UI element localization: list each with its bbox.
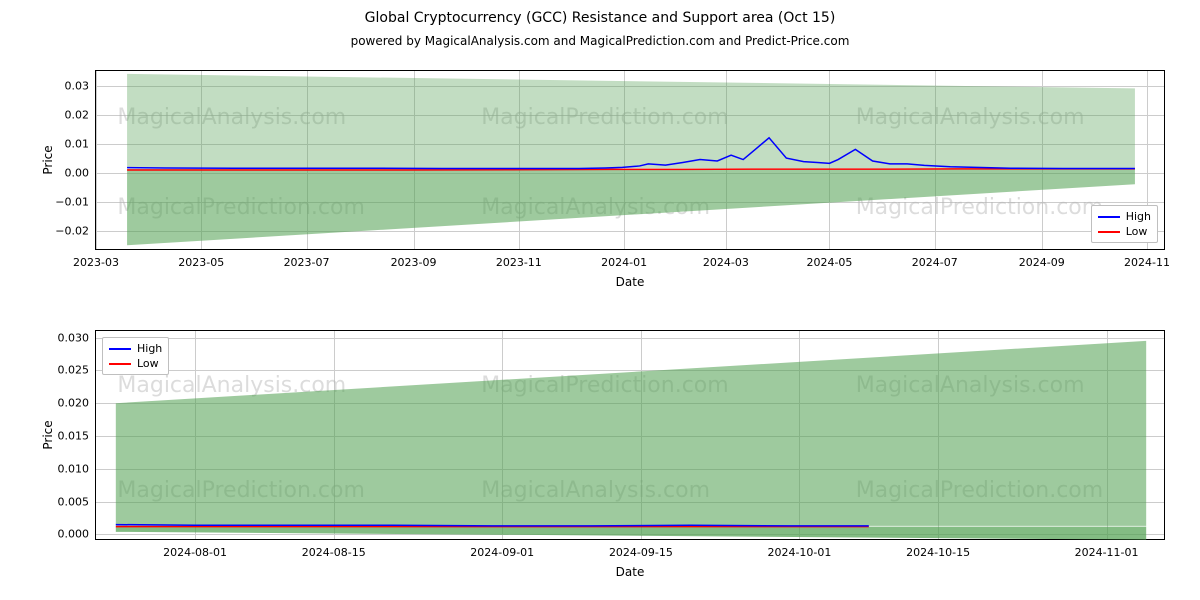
ytick-label: 0.005 bbox=[58, 495, 97, 508]
ytick-label: 0.00 bbox=[65, 166, 97, 179]
bottom-chart-canvas bbox=[96, 331, 1164, 539]
ytick-label: −0.01 bbox=[55, 195, 96, 208]
legend-item-low: Low bbox=[1098, 224, 1151, 239]
xtick-label: 2023-07 bbox=[284, 249, 330, 269]
legend-item-low: Low bbox=[109, 356, 162, 371]
xtick-label: 2024-05 bbox=[806, 249, 852, 269]
bottom-legend: High Low bbox=[102, 337, 169, 375]
ytick-label: −0.02 bbox=[55, 224, 96, 237]
ytick-label: 0.010 bbox=[58, 462, 97, 475]
xtick-label: 2024-09-15 bbox=[609, 539, 673, 559]
chart-subtitle: powered by MagicalAnalysis.com and Magic… bbox=[0, 34, 1200, 48]
ytick-label: 0.025 bbox=[58, 364, 97, 377]
xtick-label: 2024-10-01 bbox=[767, 539, 831, 559]
xtick-label: 2023-11 bbox=[496, 249, 542, 269]
xtick-label: 2024-07 bbox=[912, 249, 958, 269]
xtick-label: 2024-09 bbox=[1019, 249, 1065, 269]
xtick-label: 2024-11 bbox=[1124, 249, 1170, 269]
top-chart-canvas bbox=[96, 71, 1164, 249]
legend-label-low: Low bbox=[1126, 224, 1148, 239]
xtick-label: 2023-09 bbox=[391, 249, 437, 269]
xtick-label: 2023-05 bbox=[178, 249, 224, 269]
ytick-label: 0.03 bbox=[65, 79, 97, 92]
legend-label-high: High bbox=[1126, 209, 1151, 224]
top-chart: Price Date −0.02−0.010.000.010.020.03202… bbox=[95, 70, 1165, 250]
xtick-label: 2024-09-01 bbox=[470, 539, 534, 559]
ytick-label: 0.020 bbox=[58, 397, 97, 410]
xtick-label: 2024-08-15 bbox=[302, 539, 366, 559]
ytick-label: 0.02 bbox=[65, 108, 97, 121]
bottom-ylabel: Price bbox=[41, 420, 55, 449]
top-legend: High Low bbox=[1091, 205, 1158, 243]
top-ylabel: Price bbox=[41, 145, 55, 174]
xtick-label: 2023-03 bbox=[73, 249, 119, 269]
ytick-label: 0.000 bbox=[58, 528, 97, 541]
legend-swatch-high bbox=[109, 348, 131, 350]
xtick-label: 2024-01 bbox=[601, 249, 647, 269]
legend-item-high: High bbox=[109, 341, 162, 356]
chart-title: Global Cryptocurrency (GCC) Resistance a… bbox=[0, 10, 1200, 26]
ytick-label: 0.015 bbox=[58, 430, 97, 443]
ytick-label: 0.01 bbox=[65, 137, 97, 150]
ytick-label: 0.030 bbox=[58, 331, 97, 344]
legend-label-low: Low bbox=[137, 356, 159, 371]
xtick-label: 2024-11-01 bbox=[1075, 539, 1139, 559]
legend-swatch-low bbox=[1098, 231, 1120, 233]
xtick-label: 2024-08-01 bbox=[163, 539, 227, 559]
legend-label-high: High bbox=[137, 341, 162, 356]
legend-swatch-low bbox=[109, 363, 131, 365]
bottom-chart: Price Date 0.0000.0050.0100.0150.0200.02… bbox=[95, 330, 1165, 540]
legend-item-high: High bbox=[1098, 209, 1151, 224]
xtick-label: 2024-10-15 bbox=[906, 539, 970, 559]
xtick-label: 2024-03 bbox=[703, 249, 749, 269]
legend-swatch-high bbox=[1098, 216, 1120, 218]
